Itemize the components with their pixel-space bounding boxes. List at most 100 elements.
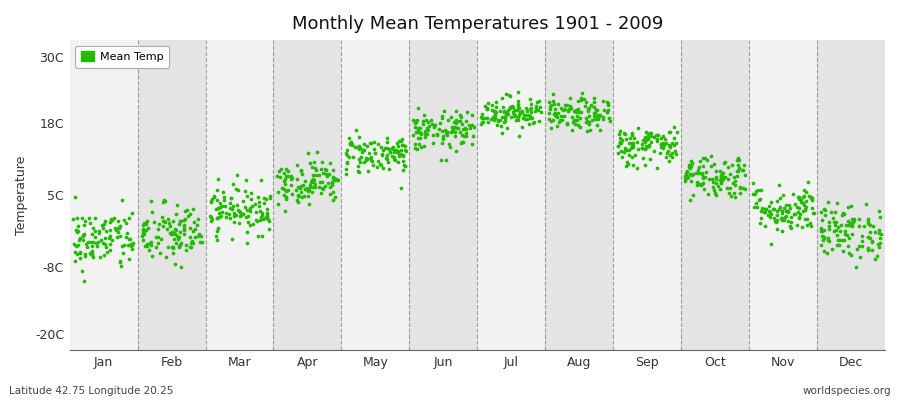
Point bbox=[386, 144, 400, 150]
Point bbox=[307, 159, 321, 165]
Point bbox=[513, 110, 527, 116]
Point bbox=[695, 180, 709, 187]
Point bbox=[777, 216, 791, 223]
Point bbox=[440, 132, 454, 138]
Point bbox=[531, 107, 545, 114]
Point bbox=[679, 170, 693, 176]
Point bbox=[321, 170, 336, 177]
Point bbox=[166, 245, 181, 251]
Point bbox=[748, 191, 762, 198]
Point bbox=[718, 174, 733, 180]
Point bbox=[730, 168, 744, 174]
Point bbox=[495, 113, 509, 120]
Point bbox=[356, 147, 370, 154]
Point bbox=[140, 240, 154, 247]
Point bbox=[692, 164, 706, 170]
Point bbox=[779, 208, 794, 214]
Point bbox=[717, 160, 732, 166]
Point bbox=[380, 156, 394, 162]
Point bbox=[70, 223, 85, 230]
Point bbox=[873, 234, 887, 241]
Point bbox=[440, 129, 454, 136]
Point bbox=[488, 114, 502, 120]
Point bbox=[302, 160, 317, 166]
Point bbox=[436, 133, 451, 139]
Point bbox=[600, 108, 615, 115]
Point bbox=[103, 226, 117, 233]
Point bbox=[823, 238, 837, 244]
Point bbox=[501, 110, 516, 117]
Point bbox=[353, 145, 367, 151]
Point bbox=[279, 173, 293, 180]
Point bbox=[408, 118, 422, 124]
Point bbox=[357, 141, 372, 148]
Point bbox=[695, 171, 709, 178]
Point bbox=[191, 233, 205, 240]
Point bbox=[730, 157, 744, 164]
Point bbox=[643, 130, 657, 137]
Point bbox=[751, 187, 765, 194]
Point bbox=[589, 116, 603, 122]
Point bbox=[256, 216, 270, 222]
Point bbox=[490, 104, 504, 110]
Point bbox=[394, 150, 409, 157]
Point bbox=[295, 182, 310, 189]
Point bbox=[528, 104, 543, 111]
Point bbox=[139, 221, 153, 228]
Point bbox=[649, 132, 663, 138]
Point bbox=[111, 224, 125, 231]
Point bbox=[525, 114, 539, 121]
Point bbox=[88, 215, 103, 221]
Point bbox=[868, 255, 883, 262]
Point bbox=[498, 115, 512, 121]
Point bbox=[822, 223, 836, 230]
Point bbox=[561, 108, 575, 114]
Point bbox=[619, 147, 634, 154]
Point bbox=[579, 115, 593, 121]
Point bbox=[568, 117, 582, 123]
Point bbox=[125, 245, 140, 252]
Point bbox=[510, 114, 525, 120]
Point bbox=[426, 132, 440, 138]
Point bbox=[362, 150, 376, 156]
Point bbox=[669, 150, 683, 157]
Point bbox=[327, 197, 341, 204]
Point bbox=[830, 200, 844, 206]
Point bbox=[708, 175, 723, 182]
Point bbox=[364, 158, 379, 164]
Point bbox=[343, 140, 357, 146]
Point bbox=[641, 136, 655, 142]
Point bbox=[294, 167, 309, 174]
Point bbox=[284, 172, 298, 179]
Point bbox=[395, 153, 410, 159]
Point bbox=[392, 143, 406, 150]
Point bbox=[627, 152, 642, 158]
Point bbox=[410, 146, 425, 152]
Point bbox=[775, 208, 789, 214]
Point bbox=[398, 163, 412, 169]
Bar bbox=[205, 40, 274, 350]
Point bbox=[478, 103, 492, 110]
Point bbox=[323, 191, 338, 197]
Point bbox=[492, 116, 507, 123]
Point bbox=[306, 176, 320, 182]
Point bbox=[495, 130, 509, 136]
Point bbox=[257, 194, 272, 201]
Point bbox=[752, 197, 767, 203]
Point bbox=[530, 99, 544, 105]
Point bbox=[302, 201, 317, 208]
Point bbox=[98, 218, 112, 224]
Point bbox=[726, 174, 741, 180]
Bar bbox=[341, 40, 410, 350]
Point bbox=[827, 218, 842, 225]
Point bbox=[349, 127, 364, 134]
Point bbox=[420, 126, 435, 133]
Point bbox=[613, 128, 627, 134]
Point bbox=[499, 112, 513, 118]
Point bbox=[500, 108, 514, 115]
Point bbox=[245, 203, 259, 210]
Point bbox=[546, 101, 561, 108]
Point bbox=[834, 222, 849, 228]
Point bbox=[591, 116, 606, 122]
Point bbox=[454, 121, 469, 128]
